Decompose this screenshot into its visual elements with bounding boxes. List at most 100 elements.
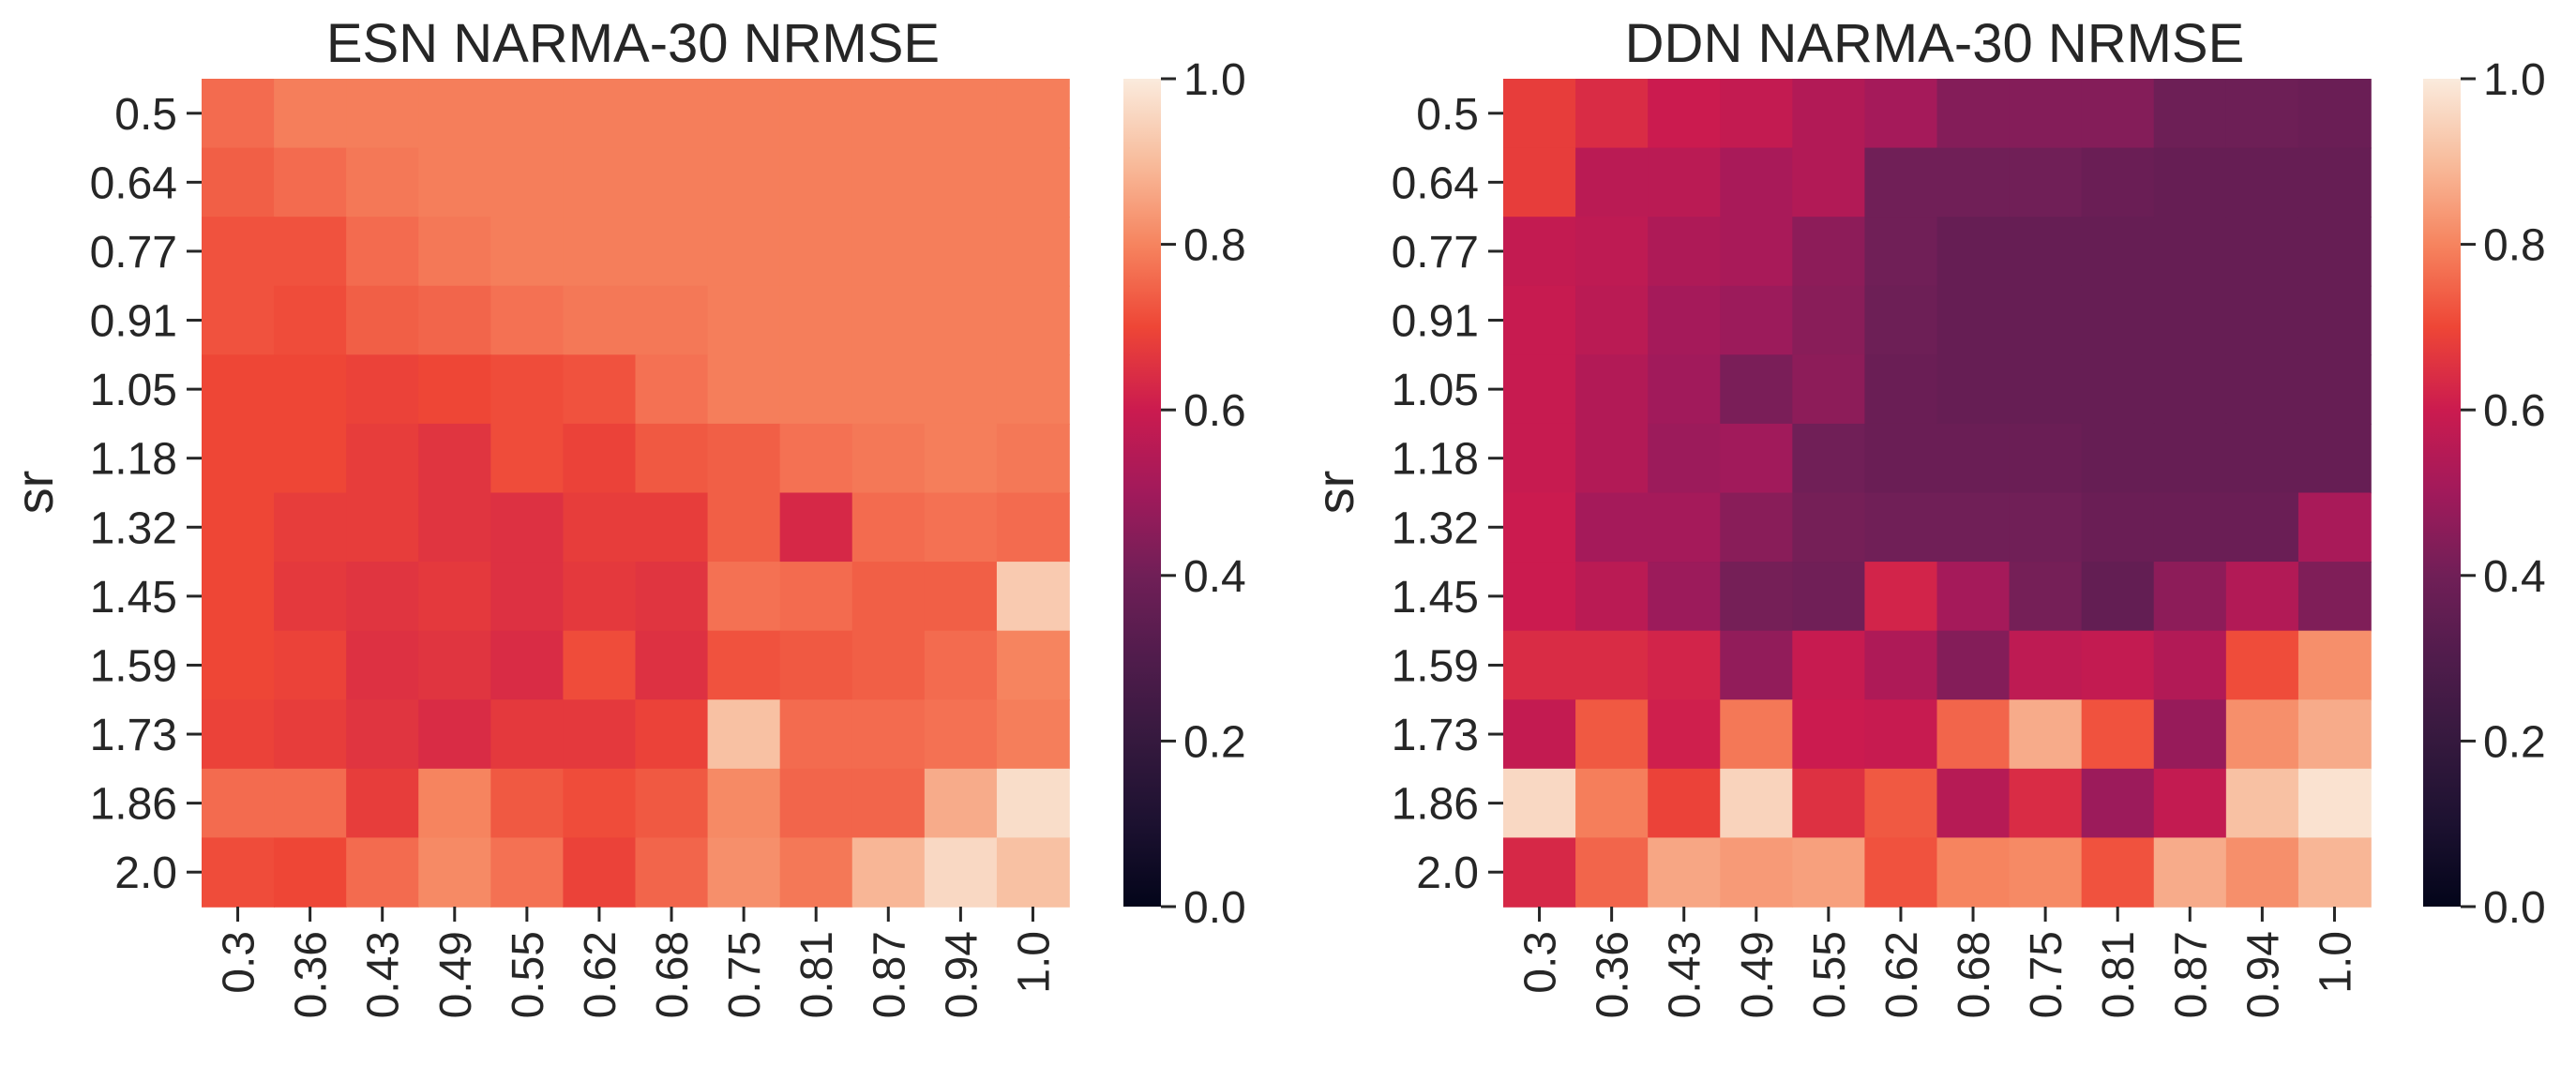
- esn-x-tick-label: 0.87: [865, 931, 914, 1018]
- ddn-heatmap-cell-r7-c8: [2081, 562, 2155, 632]
- esn-heatmap-cell-r3-c7: [707, 285, 781, 356]
- esn-heatmap-cell-r5-c0: [202, 423, 275, 494]
- ddn-y-tick-label: 0.91: [1392, 297, 1479, 347]
- esn-x-ticks: 0.3 0.36 0.43 0.49 0.55 0.62 0.68 0.75 0.81 0.87 0…: [215, 907, 1059, 1018]
- ddn-heatmap-cell-r0-c3: [1720, 79, 1794, 149]
- ddn-heatmap-cell-r1-c6: [1936, 147, 2011, 218]
- ddn-heatmap-cell-r1-c4: [1792, 147, 1866, 218]
- ddn-heatmap-cell-r2-c2: [1648, 217, 1722, 287]
- esn-heatmap-cell-r11-c1: [274, 837, 347, 908]
- ddn-heatmap-cell-r3-c0: [1503, 285, 1576, 356]
- esn-heatmap-cell-r0-c6: [635, 79, 709, 149]
- ddn-heatmap-cell-r9-c10: [2225, 699, 2299, 770]
- esn-heatmap-cell-r5-c10: [924, 423, 998, 494]
- esn-heatmap-cell-r5-c3: [418, 423, 492, 494]
- ddn-heatmap-cell-r4-c11: [2297, 354, 2372, 425]
- ddn-heatmap-cell-r11-c5: [1864, 837, 1938, 908]
- ddn-heatmap-cell-r9-c8: [2081, 699, 2155, 770]
- ddn-colorbar-tick-label: 0.2: [2483, 717, 2546, 767]
- esn-heatmap-cell-r3-c6: [635, 285, 709, 356]
- esn-heatmap-cell-r0-c1: [274, 79, 347, 149]
- ddn-heatmap-cell-r10-c2: [1648, 768, 1722, 839]
- ddn-heatmap-cell-r7-c2: [1648, 562, 1722, 632]
- ddn-chart-title: DDN NARMA-30 NRMSE: [1625, 13, 2245, 74]
- ddn-heatmap-cell-r4-c6: [1936, 354, 2011, 425]
- ddn-colorbar-tick-label: 0.6: [2483, 386, 2546, 436]
- ddn-heatmap-cell-r1-c8: [2081, 147, 2155, 218]
- ddn-heatmap-cell-r2-c0: [1503, 217, 1576, 287]
- ddn-heatmap-cell-r4-c3: [1720, 354, 1794, 425]
- esn-heatmap-cell-r10-c11: [996, 768, 1070, 839]
- esn-heatmap-cell-r1-c7: [707, 147, 781, 218]
- esn-heatmap-cell-r2-c8: [779, 217, 853, 287]
- ddn-heatmap-cell-r4-c9: [2153, 354, 2227, 425]
- esn-heatmap-cell-r10-c5: [563, 768, 637, 839]
- esn-colorbar-tick-label: 0.0: [1183, 883, 1246, 933]
- esn-heatmap-cell-r5-c11: [996, 423, 1070, 494]
- esn-heatmap-cell-r2-c1: [274, 217, 347, 287]
- ddn-heatmap-cell-r8-c6: [1936, 630, 2011, 701]
- esn-heatmap-cell-r7-c5: [563, 562, 637, 632]
- ddn-heatmap-cell-r6-c0: [1503, 492, 1576, 563]
- esn-heatmap-cell-r5-c1: [274, 423, 347, 494]
- esn-heatmap-cell-r11-c4: [490, 837, 565, 908]
- ddn-heatmap-cell-r7-c3: [1720, 562, 1794, 632]
- ddn-heatmap-cell-r0-c0: [1503, 79, 1576, 149]
- esn-heatmap-cell-r7-c2: [346, 562, 420, 632]
- ddn-x-tick-label: 0.43: [1661, 931, 1710, 1018]
- ddn-heatmap-cell-r5-c3: [1720, 423, 1794, 494]
- esn-heatmap-cell-r3-c2: [346, 285, 420, 356]
- ddn-heatmap-cell-r0-c6: [1936, 79, 2011, 149]
- esn-heatmap-cell-r3-c8: [779, 285, 853, 356]
- ddn-heatmap-cell-r5-c9: [2153, 423, 2227, 494]
- ddn-heatmap-cell-r6-c8: [2081, 492, 2155, 563]
- ddn-heatmap-cell-r4-c1: [1575, 354, 1649, 425]
- ddn-heatmap-cell-r5-c4: [1792, 423, 1866, 494]
- ddn-y-tick-label: 0.77: [1392, 228, 1479, 278]
- ddn-heatmap-cell-r8-c8: [2081, 630, 2155, 701]
- esn-heatmap-cell-r2-c4: [490, 217, 565, 287]
- esn-heatmap-cell-r4-c8: [779, 354, 853, 425]
- ddn-heatmap-cell-r3-c10: [2225, 285, 2299, 356]
- esn-heatmap-cell-r8-c0: [202, 630, 275, 701]
- esn-heatmap-cell-r11-c5: [563, 837, 637, 908]
- esn-heatmap-cell-r8-c7: [707, 630, 781, 701]
- esn-heatmap-cell-r1-c11: [996, 147, 1070, 218]
- esn-heatmap-cell-r3-c0: [202, 285, 275, 356]
- esn-heatmap-cell-r5-c9: [851, 423, 926, 494]
- ddn-heatmap-cell-r11-c10: [2225, 837, 2299, 908]
- ddn-heatmap-cell-r11-c11: [2297, 837, 2372, 908]
- esn-y-tick-label: 0.91: [90, 297, 177, 347]
- ddn-heatmap-cell-r10-c8: [2081, 768, 2155, 839]
- ddn-heatmap-cell-r7-c0: [1503, 562, 1576, 632]
- esn-heatmap-cell-r2-c2: [346, 217, 420, 287]
- ddn-heatmap-cell-r5-c0: [1503, 423, 1576, 494]
- esn-heatmap-cell-r5-c4: [490, 423, 565, 494]
- ddn-heatmap-cell-r5-c11: [2297, 423, 2372, 494]
- ddn-heatmap-cell-r8-c11: [2297, 630, 2372, 701]
- esn-heatmap-cell-r6-c11: [996, 492, 1070, 563]
- esn-heatmap-cell-r10-c0: [202, 768, 275, 839]
- ddn-heatmap-cells: [1503, 79, 2372, 908]
- esn-y-tick-label: 0.5: [114, 90, 177, 140]
- esn-heatmap-cell-r6-c1: [274, 492, 347, 563]
- esn-heatmap-cell-r4-c3: [418, 354, 492, 425]
- esn-y-tick-label: 1.59: [90, 641, 177, 691]
- esn-heatmap-cell-r2-c7: [707, 217, 781, 287]
- ddn-heatmap-cell-r5-c6: [1936, 423, 2011, 494]
- ddn-heatmap-cell-r0-c4: [1792, 79, 1866, 149]
- ddn-heatmap-cell-r7-c5: [1864, 562, 1938, 632]
- ddn-heatmap-cell-r11-c7: [2009, 837, 2083, 908]
- esn-heatmap-cell-r0-c10: [924, 79, 998, 149]
- esn-heatmap-cell-r10-c6: [635, 768, 709, 839]
- esn-heatmap-cell-r8-c3: [418, 630, 492, 701]
- ddn-heatmap-cell-r6-c5: [1864, 492, 1938, 563]
- esn-heatmap-cell-r7-c0: [202, 562, 275, 632]
- esn-heatmap-cell-r9-c4: [490, 699, 565, 770]
- ddn-heatmap-cell-r8-c3: [1720, 630, 1794, 701]
- esn-heatmap-cell-r3-c4: [490, 285, 565, 356]
- ddn-heatmap-cell-r8-c1: [1575, 630, 1649, 701]
- esn-heatmap-cell-r10-c10: [924, 768, 998, 839]
- esn-heatmap-cell-r4-c9: [851, 354, 926, 425]
- ddn-heatmap-cell-r11-c0: [1503, 837, 1576, 908]
